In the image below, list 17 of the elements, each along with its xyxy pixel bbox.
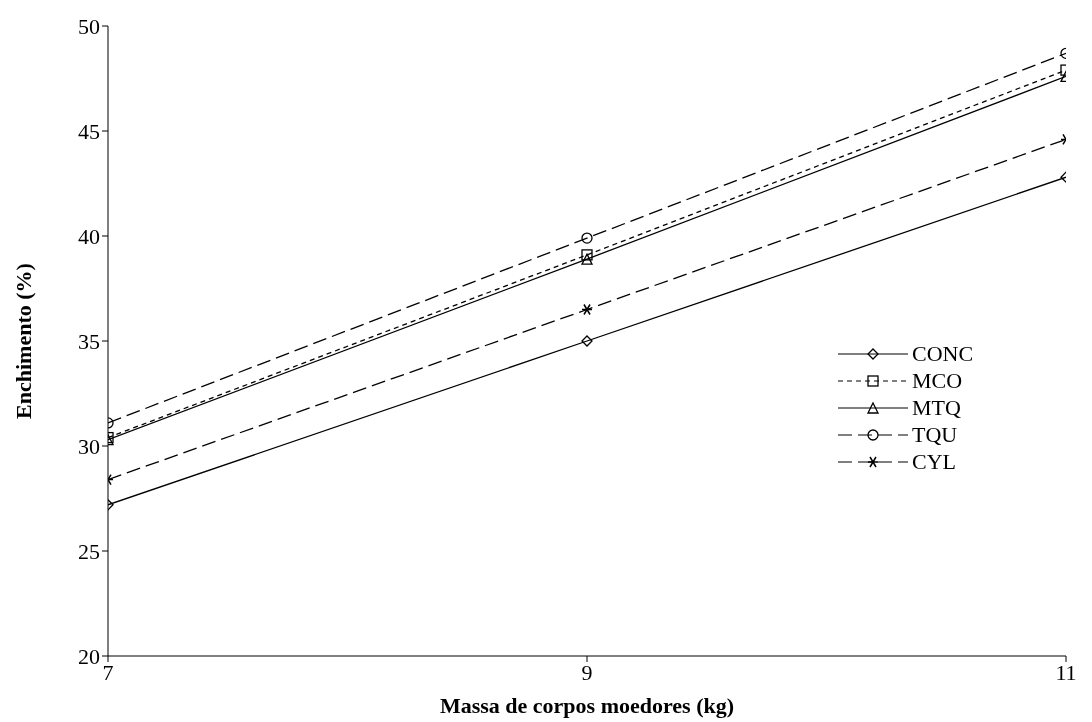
legend-label: MTQ	[912, 394, 961, 421]
y-tick-label: 50	[78, 13, 100, 39]
legend-label: CYL	[912, 448, 956, 475]
legend-label: CONC	[912, 340, 974, 367]
x-tick-label: 9	[581, 659, 593, 685]
x-tick-label: 7	[102, 659, 114, 685]
x-tick-label: 11	[1055, 659, 1077, 685]
y-tick-label: 35	[78, 328, 100, 354]
y-tick-label: 30	[78, 433, 100, 459]
y-tick-label: 45	[78, 118, 100, 144]
y-tick-label: 25	[78, 538, 100, 564]
legend-label: TQU	[912, 421, 958, 448]
legend-label: MCO	[912, 367, 963, 394]
x-axis-title: Massa de corpos moedores (kg)	[439, 693, 735, 718]
y-tick-label: 20	[78, 643, 100, 669]
y-axis-title: Enchimento (%)	[10, 263, 36, 419]
y-tick-label: 40	[78, 223, 100, 249]
